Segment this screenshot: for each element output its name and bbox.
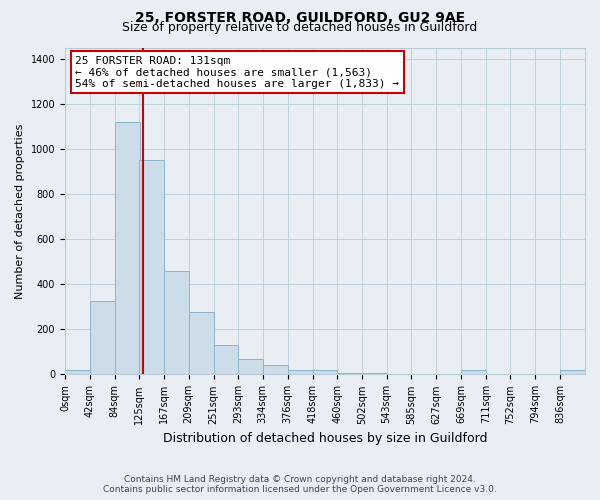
Bar — [238, 358, 263, 374]
Bar — [214, 345, 238, 374]
Bar — [189, 312, 214, 374]
Bar — [164, 270, 189, 374]
Text: Contains HM Land Registry data © Crown copyright and database right 2024.
Contai: Contains HM Land Registry data © Crown c… — [103, 474, 497, 494]
Text: 25 FORSTER ROAD: 131sqm
← 46% of detached houses are smaller (1,563)
54% of semi: 25 FORSTER ROAD: 131sqm ← 46% of detache… — [76, 56, 400, 89]
Bar — [287, 370, 313, 374]
Bar — [461, 370, 486, 374]
Bar — [313, 370, 337, 374]
Text: Size of property relative to detached houses in Guildford: Size of property relative to detached ho… — [122, 22, 478, 35]
Bar — [139, 160, 164, 374]
Bar — [115, 122, 140, 374]
Text: 25, FORSTER ROAD, GUILDFORD, GU2 9AE: 25, FORSTER ROAD, GUILDFORD, GU2 9AE — [135, 11, 465, 25]
Bar — [560, 370, 585, 374]
Bar — [65, 370, 90, 374]
X-axis label: Distribution of detached houses by size in Guildford: Distribution of detached houses by size … — [163, 432, 487, 445]
Bar — [263, 366, 287, 374]
Y-axis label: Number of detached properties: Number of detached properties — [15, 124, 25, 298]
Bar — [90, 301, 115, 374]
